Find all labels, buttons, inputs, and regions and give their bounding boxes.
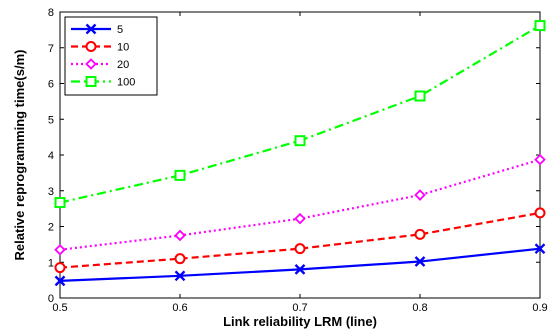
x-tick-label: 0.9 [532,302,547,314]
data-point-5 [414,256,426,267]
data-point-10 [54,262,66,274]
data-point-10 [294,243,306,255]
legend-marker-5 [85,23,97,35]
x-axis-label: Link reliability LRM (line) [223,314,377,329]
data-point-100 [414,90,426,102]
legend-marker-20 [85,58,97,70]
data-point-10 [174,253,186,265]
legend-marker-10 [85,41,97,52]
data-point-100 [534,20,546,32]
data-point-10 [534,207,546,219]
series-line-20 [59,158,541,251]
series-group [54,20,546,287]
data-point-100 [294,135,306,147]
data-point-100 [174,169,186,181]
data-point-10 [414,228,426,240]
data-point-5 [54,275,66,287]
y-tick-label: 8 [48,7,54,19]
legend-label: 20 [117,59,129,71]
data-point-20 [54,243,66,256]
y-tick-label: 6 [48,79,54,91]
data-point-100 [54,197,66,209]
x-tick-label: 0.6 [172,302,187,314]
x-tick-label: 0.5 [52,302,67,314]
series-line-10 [59,211,541,269]
y-tick-label: 3 [48,186,54,198]
legend-label: 100 [117,77,135,89]
legend-label: 5 [117,24,123,36]
y-tick-label: 0 [48,293,54,305]
y-tick-label: 4 [48,150,54,162]
x-tick-label: 0.8 [412,302,427,314]
y-axis-label: Relative reprogramming time(s/m) [12,50,27,261]
data-point-20 [414,189,426,201]
data-point-5 [294,264,306,275]
y-tick-label: 2 [48,222,54,234]
data-point-5 [174,270,186,282]
y-tick-label: 1 [48,257,54,269]
data-point-5 [534,243,546,255]
data-point-20 [294,212,306,225]
legend: 5 10 20 100 [64,16,158,96]
legend-label: 10 [117,42,129,54]
axis-ticks: 0.5 0.6 0.7 0.8 0.9 0 1 2 3 4 5 6 7 8 [48,7,548,314]
data-point-20 [534,153,546,166]
data-point-20 [174,229,186,242]
x-tick-label: 0.7 [292,302,307,314]
y-tick-label: 7 [48,43,54,55]
y-tick-label: 5 [48,114,54,126]
legend-marker-100 [85,76,97,87]
